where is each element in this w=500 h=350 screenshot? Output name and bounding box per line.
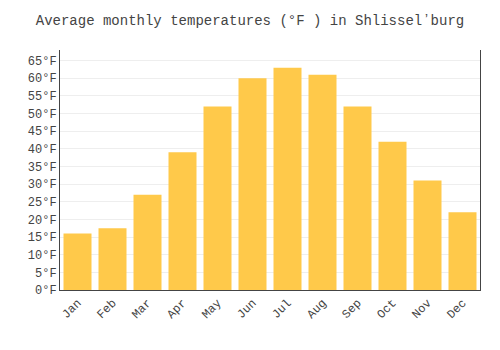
svg-text:Mar: Mar — [129, 297, 154, 322]
svg-text:Oct: Oct — [374, 297, 399, 322]
svg-text:Nov: Nov — [409, 297, 434, 322]
svg-text:55°F: 55°F — [28, 90, 57, 104]
svg-text:Feb: Feb — [94, 297, 119, 322]
svg-text:50°F: 50°F — [28, 108, 57, 122]
svg-text:May: May — [199, 297, 224, 322]
svg-text:20°F: 20°F — [28, 214, 57, 228]
svg-text:Sep: Sep — [339, 297, 364, 322]
svg-text:Jun: Jun — [234, 297, 259, 322]
svg-text:Aug: Aug — [304, 297, 329, 322]
svg-text:30°F: 30°F — [28, 178, 57, 192]
svg-text:35°F: 35°F — [28, 161, 57, 175]
svg-text:Jul: Jul — [269, 297, 294, 322]
svg-text:45°F: 45°F — [28, 125, 57, 139]
svg-text:0°F: 0°F — [35, 284, 57, 298]
svg-text:Apr: Apr — [164, 297, 189, 322]
svg-text:15°F: 15°F — [28, 231, 57, 245]
svg-text:65°F: 65°F — [28, 55, 57, 69]
svg-text:Jan: Jan — [59, 297, 84, 322]
svg-text:10°F: 10°F — [28, 249, 57, 263]
svg-text:5°F: 5°F — [35, 267, 57, 281]
svg-text:Average monthly temperatures (: Average monthly temperatures (°F ) in Sh… — [36, 13, 464, 29]
svg-text:25°F: 25°F — [28, 196, 57, 210]
svg-text:60°F: 60°F — [28, 72, 57, 86]
svg-text:40°F: 40°F — [28, 143, 57, 157]
svg-text:Dec: Dec — [444, 297, 469, 322]
